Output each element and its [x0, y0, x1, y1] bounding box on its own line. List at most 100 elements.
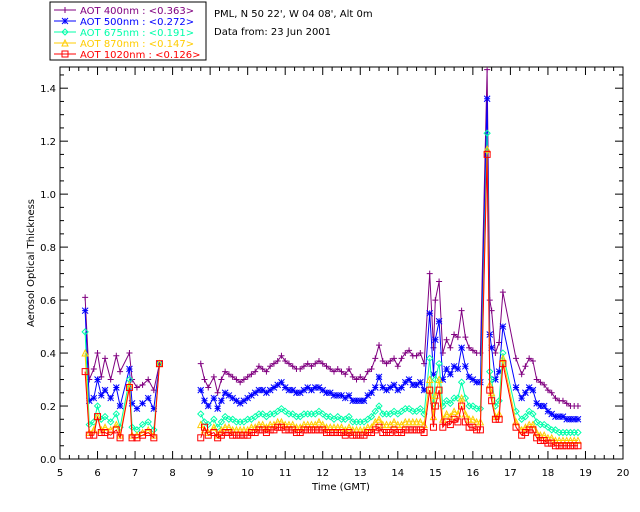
data-point — [412, 417, 421, 426]
legend: AOT 400nm : <0.363>AOT 500nm : <0.272>AO… — [49, 1, 207, 61]
data-point — [266, 426, 274, 434]
data-point — [112, 410, 121, 418]
data-point — [390, 381, 398, 389]
data-point — [383, 386, 390, 394]
data-point — [469, 402, 477, 410]
data-point — [201, 376, 208, 383]
data-point — [334, 412, 342, 421]
data-point — [133, 384, 140, 391]
data-point — [315, 384, 323, 391]
data-point — [102, 355, 109, 362]
data-point — [435, 317, 443, 325]
data-point — [240, 425, 248, 434]
data-point — [197, 410, 205, 418]
data-point — [304, 384, 312, 391]
data-point — [426, 309, 434, 317]
data-point — [361, 376, 368, 383]
data-point — [255, 426, 263, 434]
data-point — [574, 403, 581, 410]
x-tick-label: 5 — [57, 468, 63, 479]
data-point — [225, 423, 233, 431]
data-point — [405, 417, 413, 426]
data-point — [292, 429, 300, 437]
data-point — [439, 376, 447, 383]
data-point — [544, 423, 552, 431]
data-point — [442, 409, 451, 418]
data-point — [405, 376, 413, 383]
data-point — [81, 328, 89, 336]
data-point — [552, 413, 559, 420]
data-point — [402, 350, 409, 357]
data-point — [563, 442, 571, 450]
data-point — [218, 376, 225, 383]
data-point — [311, 426, 319, 434]
data-point — [426, 270, 433, 277]
data-point — [248, 392, 255, 399]
data-point — [133, 405, 141, 413]
data-point — [356, 425, 365, 434]
data-point — [270, 384, 278, 391]
x-tick-label: 10 — [241, 468, 254, 479]
series-line-2-1 — [200, 133, 578, 433]
data-point — [540, 402, 548, 410]
y-tick-label: 0.8 — [40, 243, 56, 254]
data-point — [330, 368, 337, 375]
data-point — [462, 362, 469, 370]
data-point — [435, 375, 443, 384]
data-point — [300, 386, 308, 394]
data-point — [97, 392, 105, 399]
x-tick-label: 9 — [207, 468, 213, 479]
data-point — [394, 363, 401, 370]
data-point — [364, 368, 371, 375]
data-point — [334, 365, 341, 372]
data-point — [548, 410, 556, 418]
data-point — [518, 371, 525, 378]
data-point — [281, 407, 289, 416]
data-point — [112, 426, 120, 434]
data-point — [81, 307, 89, 315]
data-point — [315, 417, 323, 426]
data-point — [544, 387, 551, 394]
data-point — [126, 365, 133, 373]
data-point — [308, 363, 315, 370]
data-point — [533, 376, 540, 383]
data-point — [405, 426, 413, 434]
series-0 — [82, 67, 581, 410]
data-point — [574, 442, 582, 450]
data-point — [213, 423, 222, 431]
data-point — [81, 348, 89, 357]
data-point — [128, 400, 136, 407]
data-point — [499, 360, 507, 368]
data-point — [563, 400, 570, 407]
data-point — [536, 436, 544, 444]
data-point — [217, 418, 226, 426]
data-point — [229, 394, 237, 402]
data-point — [345, 423, 353, 431]
data-point — [492, 350, 499, 357]
data-point — [401, 426, 409, 434]
data-point — [375, 402, 383, 410]
data-point — [304, 426, 312, 434]
data-point — [390, 407, 398, 416]
data-point — [483, 144, 491, 153]
data-point — [432, 297, 439, 304]
data-point — [533, 400, 541, 407]
data-point — [259, 386, 267, 394]
data-point — [214, 389, 221, 396]
data-point — [353, 376, 360, 383]
data-point — [107, 394, 115, 402]
data-point — [458, 344, 465, 352]
data-point — [521, 412, 530, 421]
data-point — [240, 431, 248, 439]
data-point — [454, 365, 462, 373]
data-point — [379, 384, 387, 391]
data-point — [442, 397, 451, 405]
data-point — [368, 365, 375, 372]
data-point — [458, 307, 465, 314]
data-point — [225, 392, 233, 399]
legend-marker-4 — [61, 50, 69, 58]
series-line-0-0 — [84, 297, 160, 392]
data-point — [200, 418, 209, 426]
data-point — [94, 376, 101, 383]
